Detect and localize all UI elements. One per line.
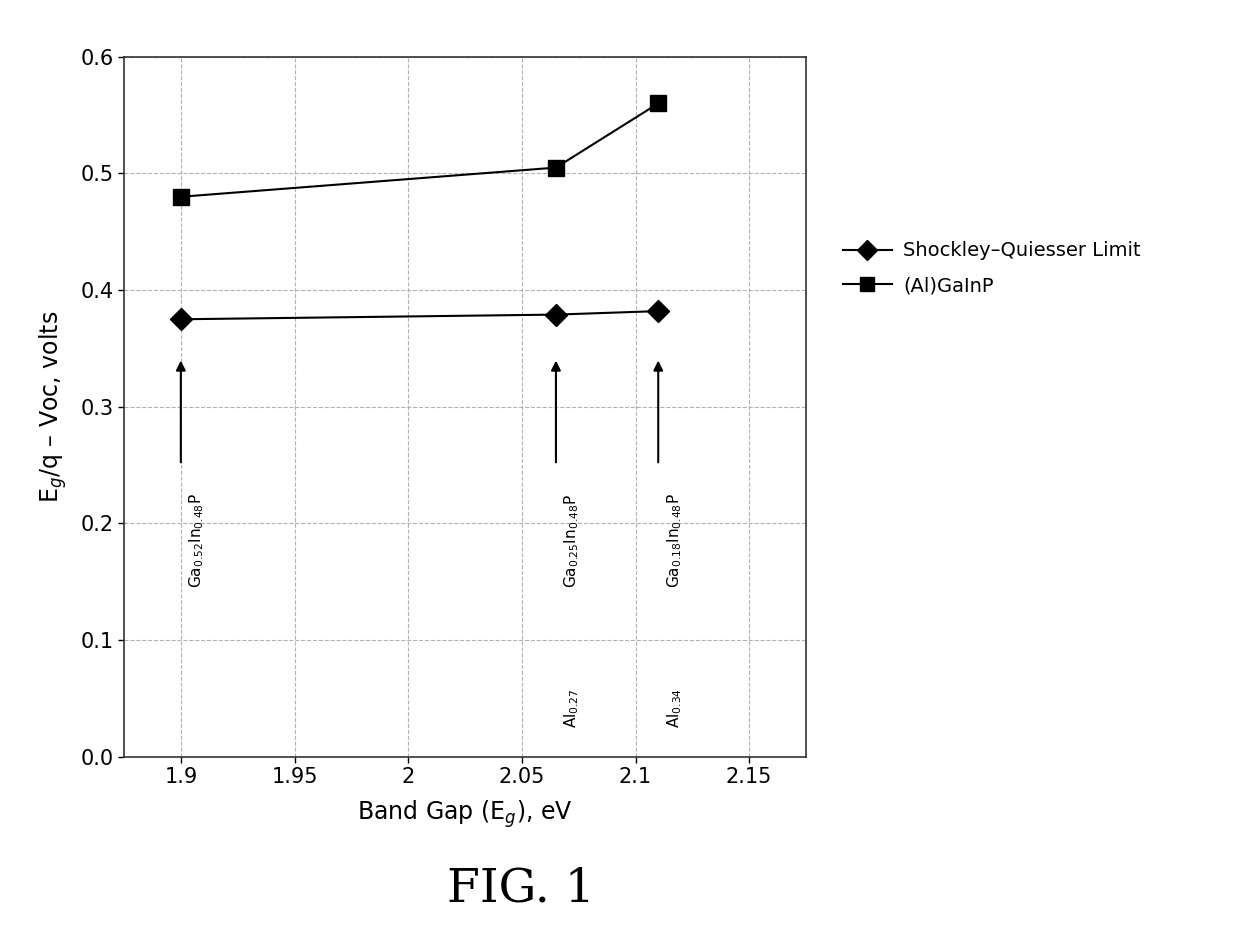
Shockley–Quiesser Limit [651, 306, 666, 317]
Text: Al$_{0.27}$: Al$_{0.27}$ [563, 689, 582, 727]
Line: Shockley–Quiesser Limit: Shockley–Quiesser Limit [174, 304, 666, 327]
Y-axis label: E$_g$/q – Voc, volts: E$_g$/q – Voc, volts [37, 310, 69, 503]
Shockley–Quiesser Limit [174, 314, 188, 325]
Shockley–Quiesser Limit [548, 309, 563, 321]
(Al)GaInP [548, 162, 563, 173]
Legend: Shockley–Quiesser Limit, (Al)GaInP: Shockley–Quiesser Limit, (Al)GaInP [843, 241, 1141, 295]
Text: Ga$_{0.52}$In$_{0.48}$P: Ga$_{0.52}$In$_{0.48}$P [187, 493, 206, 587]
Text: Ga$_{0.25}$In$_{0.48}$P: Ga$_{0.25}$In$_{0.48}$P [563, 494, 582, 587]
(Al)GaInP [651, 97, 666, 109]
Text: FIG. 1: FIG. 1 [446, 867, 595, 912]
(Al)GaInP [174, 191, 188, 202]
X-axis label: Band Gap (E$_g$), eV: Band Gap (E$_g$), eV [357, 798, 573, 830]
Text: Ga$_{0.18}$In$_{0.48}$P: Ga$_{0.18}$In$_{0.48}$P [665, 493, 683, 587]
Text: Al$_{0.34}$: Al$_{0.34}$ [665, 688, 683, 727]
Line: (Al)GaInP: (Al)GaInP [174, 96, 666, 204]
